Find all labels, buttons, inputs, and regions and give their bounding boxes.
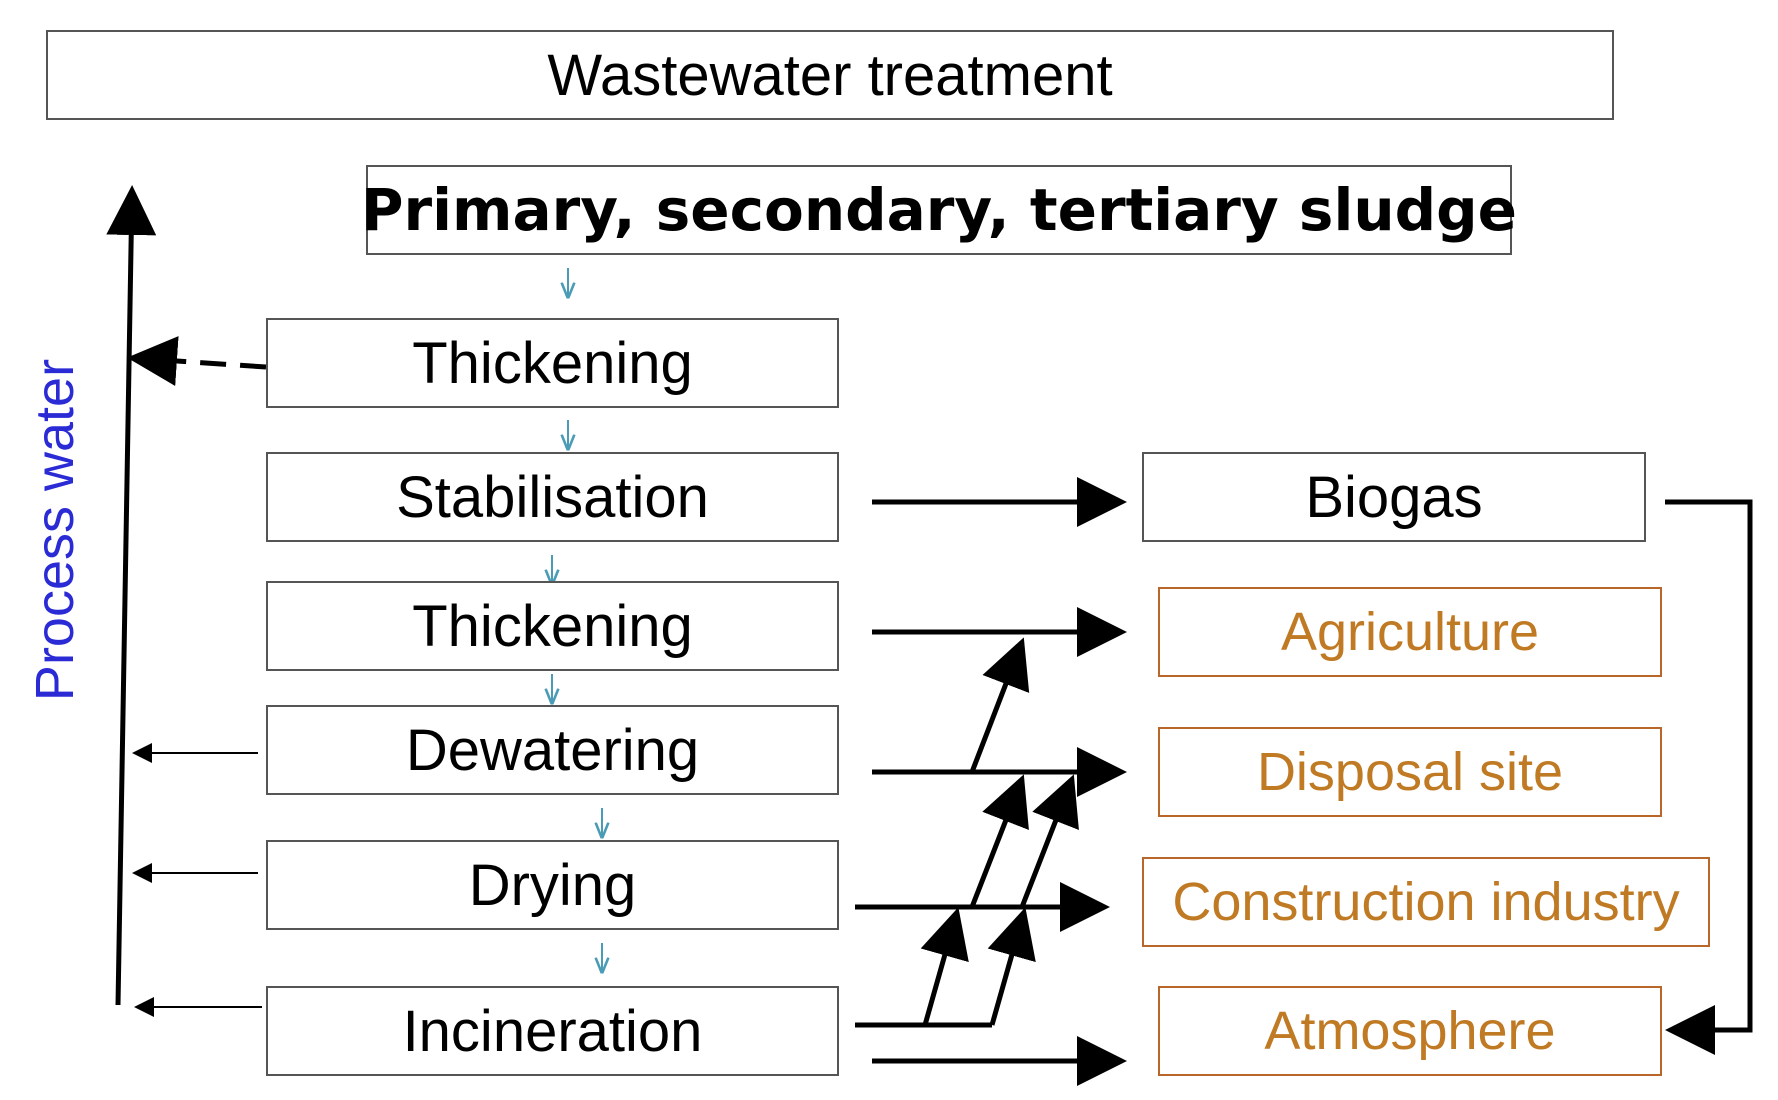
step-drying: Drying (266, 840, 839, 930)
thickening-return-dashed-arrow (127, 336, 267, 386)
step-thickening: Thickening (266, 318, 839, 408)
process-water-text: Process water (25, 358, 85, 702)
dewatering-to-agriculture-diagonal (969, 637, 1030, 773)
output-atmosphere: Atmosphere (1158, 986, 1662, 1076)
drying-to-disposal-diagonal-2 (1019, 774, 1079, 908)
incineration-to-construction-diagonal-2 (987, 907, 1036, 1026)
drying-to-disposal-diagonal (969, 774, 1029, 908)
incineration-to-construction-diagonal (920, 907, 969, 1026)
biogas-to-atmosphere-arrow (1665, 499, 1753, 1055)
step-incineration: Incineration (266, 986, 839, 1076)
output-biogas: Biogas (1142, 452, 1646, 542)
sludge-source-box: Primary, secondary, tertiary sludge (361, 165, 1517, 255)
step-dewatering: Dewatering (266, 705, 839, 795)
output-disposal-site: Disposal site (1158, 727, 1662, 817)
output-agriculture: Agriculture (1158, 587, 1662, 677)
step-thickening-2: Thickening (266, 581, 839, 671)
step-stabilisation: Stabilisation (266, 452, 839, 542)
wastewater-treatment-box: Wastewater treatment (46, 30, 1614, 120)
output-construction-industry: Construction industry (1142, 857, 1710, 947)
process-water-arrow (106, 185, 157, 1006)
